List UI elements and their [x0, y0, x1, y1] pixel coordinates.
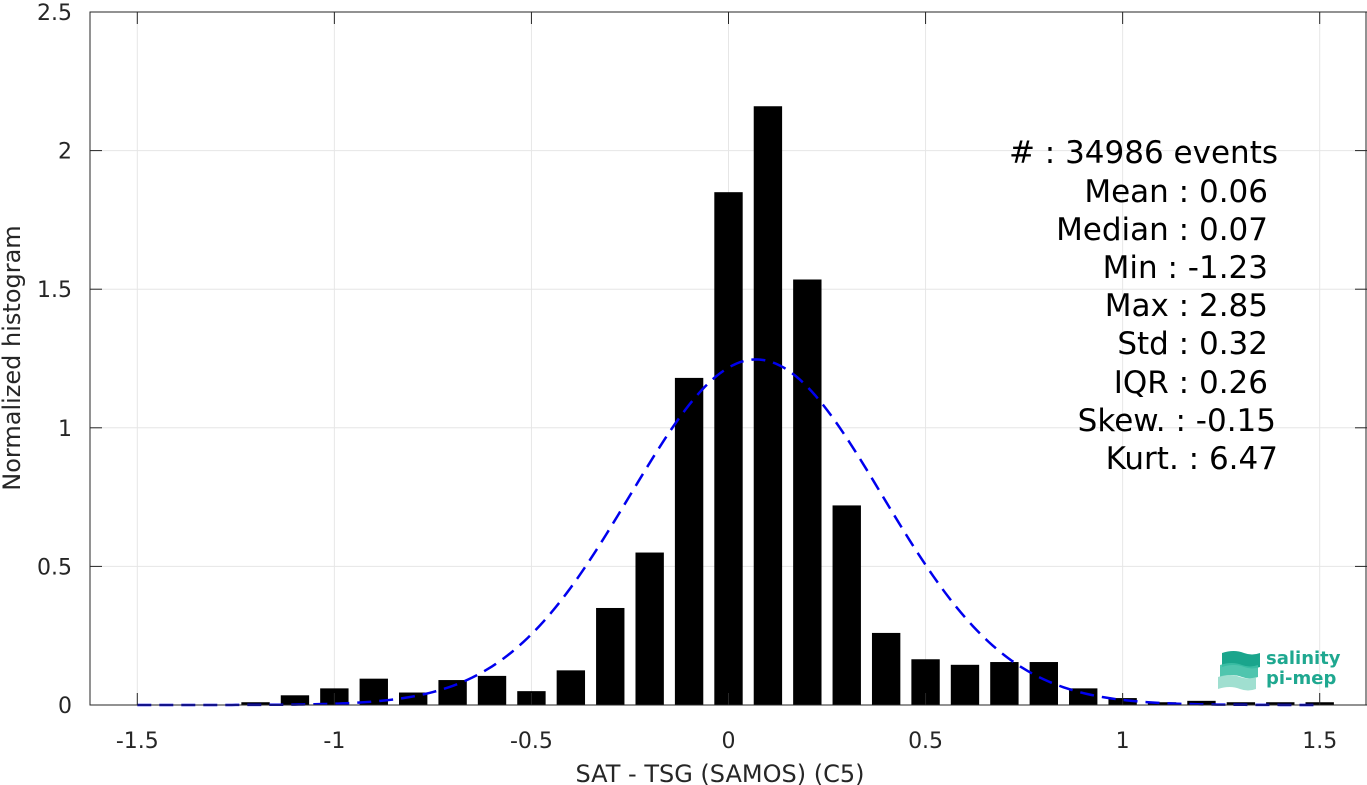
histogram-bar	[556, 670, 586, 705]
histogram-bar	[753, 106, 783, 706]
y-axis-label: Normalized histogram	[0, 225, 26, 490]
histogram-bar	[1187, 700, 1216, 705]
stat-mean: Mean : 0.06	[1084, 174, 1268, 210]
y-tick-label: 0	[58, 694, 72, 719]
y-tick-label: 2	[58, 140, 72, 165]
histogram-bar	[1029, 662, 1058, 705]
x-tick-label: 0.5	[908, 729, 943, 754]
x-tick-label: -1	[323, 729, 345, 754]
wave-logo-icon	[1218, 651, 1260, 691]
histogram-bar	[990, 662, 1019, 705]
x-tick-label: 1	[1116, 729, 1130, 754]
histogram-bar	[1266, 702, 1295, 705]
histogram-bar	[793, 279, 822, 705]
stat-skew: Skew. : -0.15	[1078, 403, 1276, 439]
axis-ticks	[90, 11, 1367, 706]
x-axis-label: SAT - TSG (SAMOS) (C5)	[576, 760, 865, 785]
y-tick-labels: 0 0.5 1 1.5 2 2.5	[37, 1, 72, 719]
statistics-annotation: # : 34986 events Mean : 0.06 Median : 0.…	[1009, 135, 1278, 477]
histogram-bar	[635, 552, 664, 705]
y-tick-label: 0.5	[37, 555, 72, 580]
histogram-bar	[399, 692, 428, 705]
stat-max: Max : 2.85	[1105, 288, 1268, 324]
histogram-bar	[438, 680, 467, 705]
stat-min: Min : -1.23	[1103, 250, 1268, 286]
histogram-bars	[241, 106, 1334, 706]
histogram-bar	[674, 377, 704, 705]
histogram-bar	[1069, 688, 1098, 705]
stat-median: Median : 0.07	[1056, 212, 1268, 248]
histogram-bar	[950, 664, 980, 705]
x-tick-labels: -1.5 -1 -0.5 0 0.5 1 1.5	[116, 729, 1337, 754]
x-tick-label: -1.5	[116, 729, 159, 754]
logo-line1: salinity	[1266, 648, 1341, 669]
stat-kurt: Kurt. : 6.47	[1106, 441, 1278, 477]
histogram-bar	[477, 675, 507, 705]
x-tick-label: 0	[722, 729, 736, 754]
histogram-bar	[871, 632, 901, 705]
logo-line2: pi-mep	[1266, 668, 1337, 689]
salinity-pi-mep-logo: salinity pi-mep	[1216, 645, 1346, 693]
stat-events: # : 34986 events	[1009, 135, 1278, 171]
histogram-bar	[714, 192, 743, 705]
y-tick-label: 1.5	[37, 278, 72, 303]
stat-std: Std : 0.32	[1117, 326, 1268, 362]
x-tick-label: -0.5	[510, 729, 553, 754]
y-tick-label: 1	[58, 417, 72, 442]
stat-iqr: IQR : 0.26	[1114, 365, 1268, 401]
histogram-bar	[596, 607, 625, 705]
histogram-bar	[1147, 702, 1177, 705]
histogram-bar	[280, 695, 310, 705]
x-tick-label: 1.5	[1302, 729, 1337, 754]
histogram-bar	[832, 505, 861, 705]
histogram-bar	[241, 702, 270, 705]
y-tick-label: 2.5	[37, 1, 72, 26]
